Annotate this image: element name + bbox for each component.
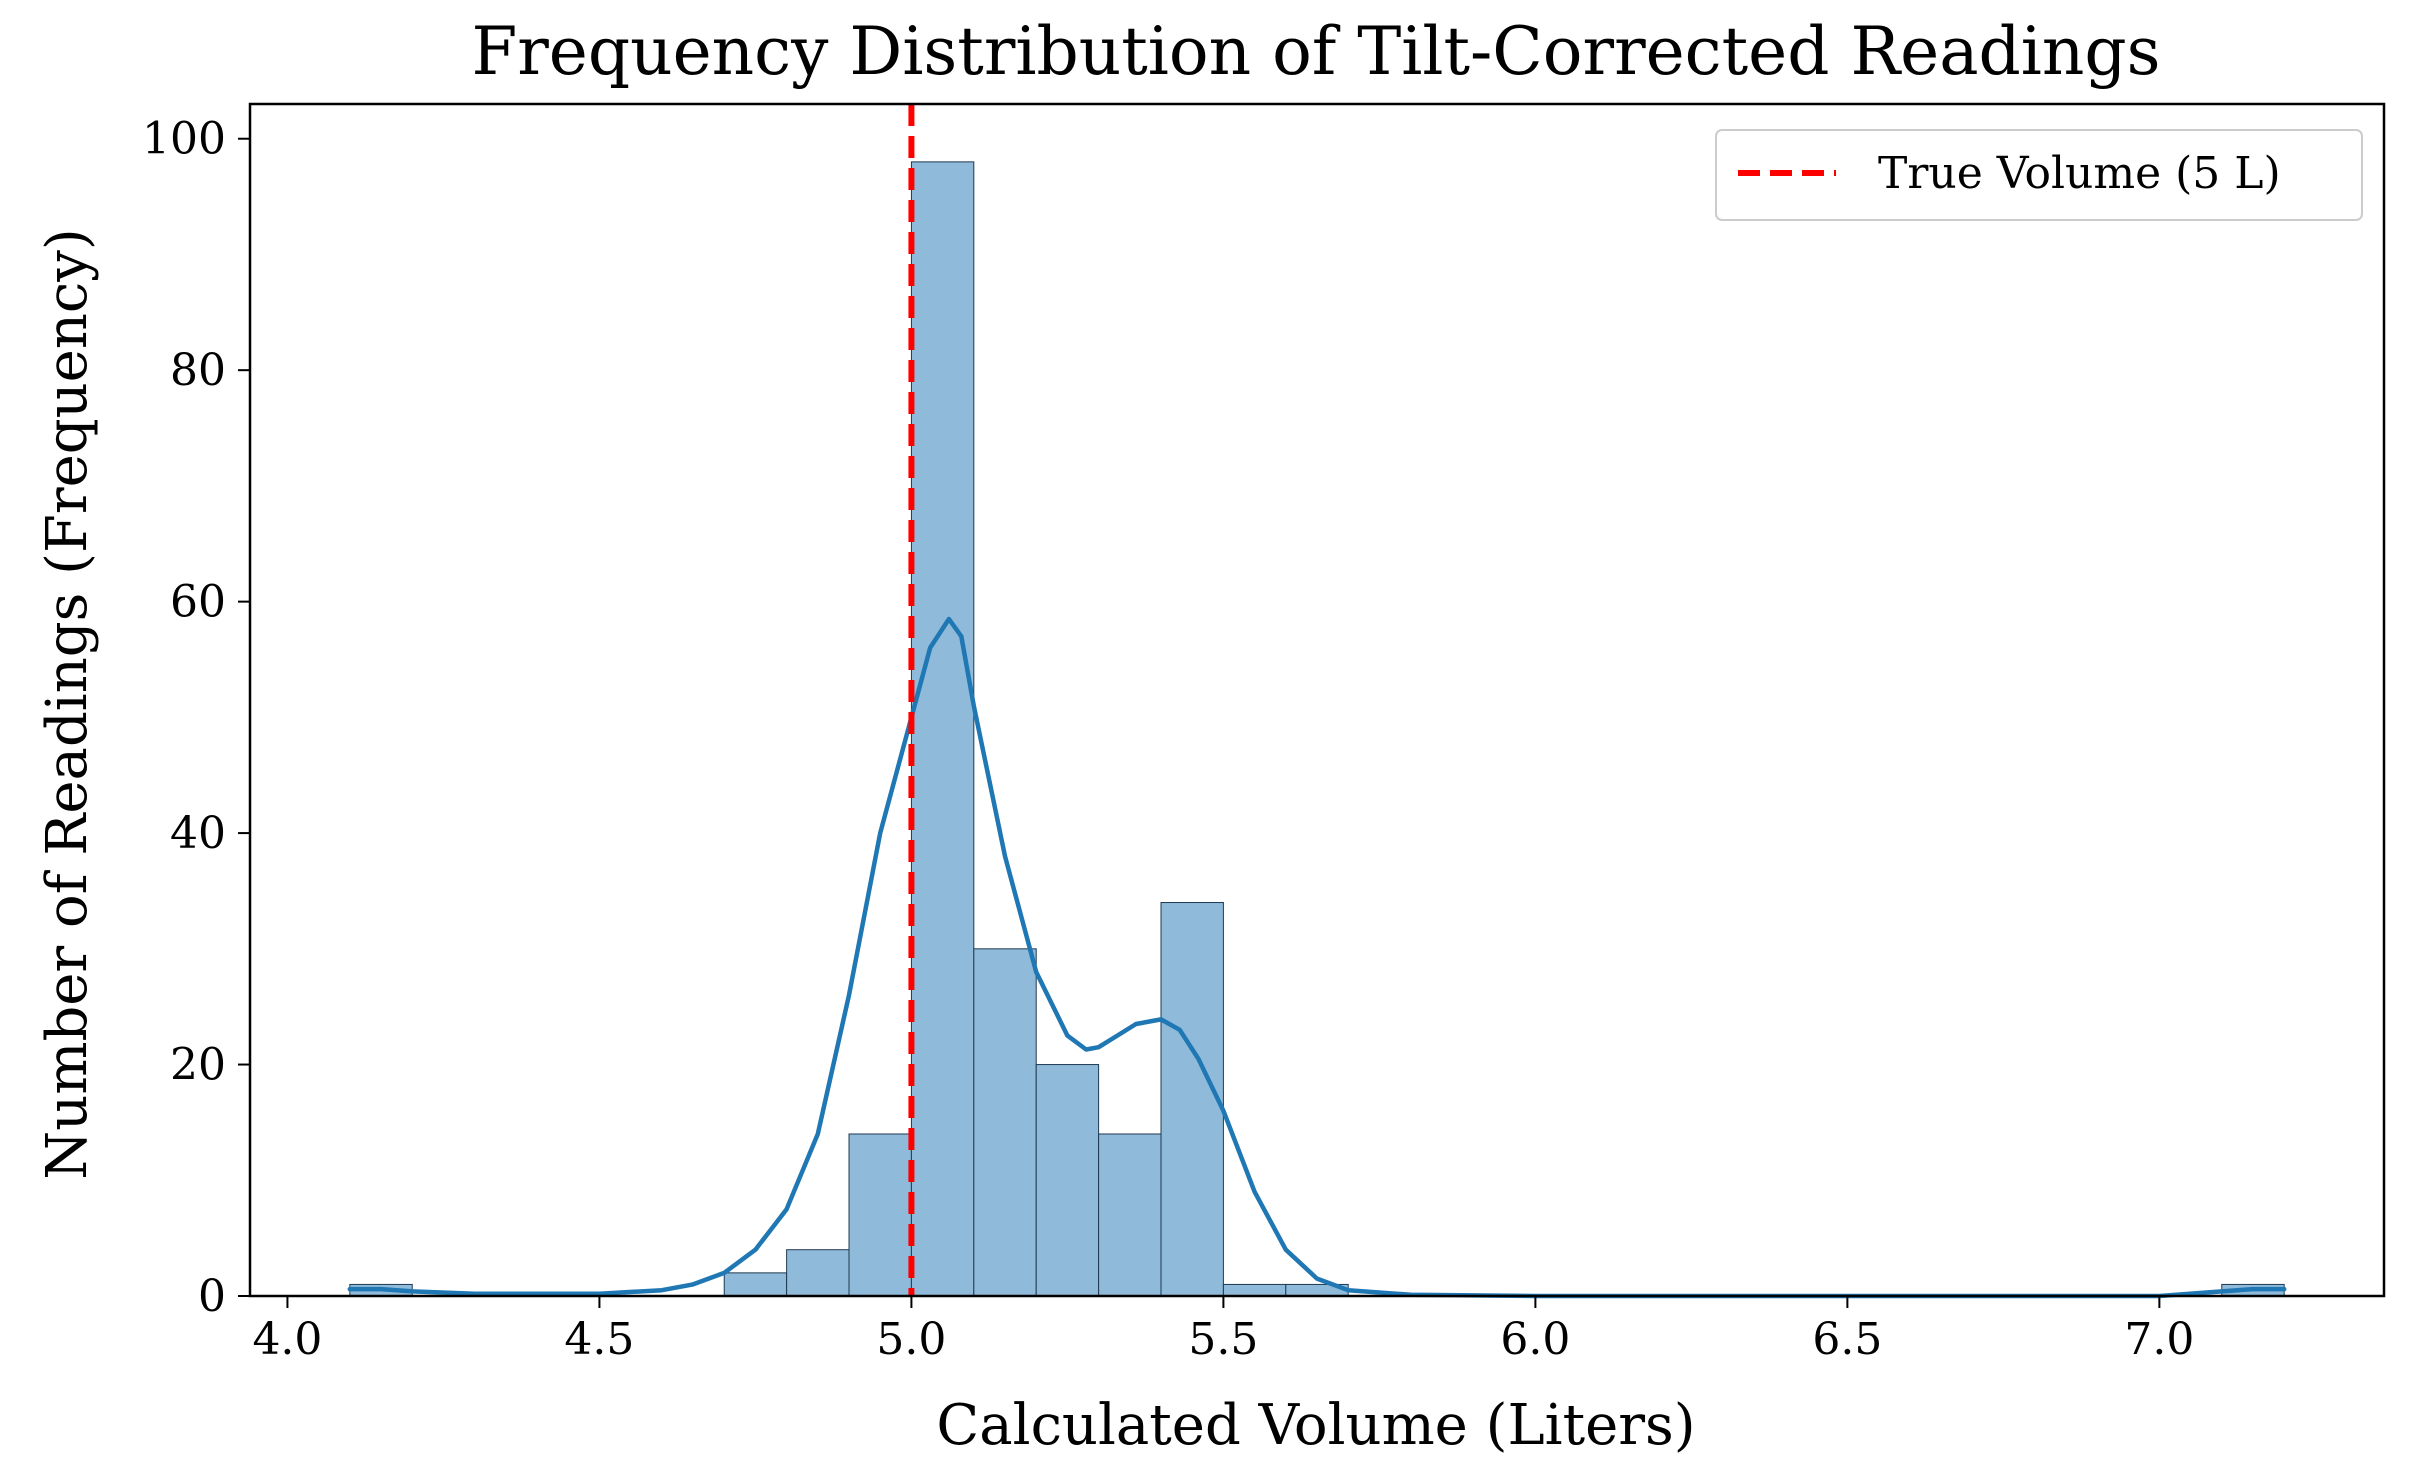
kde-curve-group — [347, 616, 2287, 1299]
x-tick-label: 4.0 — [252, 1314, 322, 1365]
histogram-bar — [1098, 1133, 1162, 1297]
x-axis-ticks: 4.0 4.5 5.0 5.5 6.0 6.5 7.0 — [252, 1296, 2194, 1365]
y-tick-label: 80 — [170, 345, 226, 396]
legend-label-reference-line: True Volume (5 L) — [1878, 148, 2281, 199]
y-tick-label: 60 — [170, 577, 226, 628]
x-tick-label: 5.0 — [876, 1314, 946, 1365]
y-tick-label: 100 — [142, 114, 226, 165]
y-axis-label: Number of Readings (Frequency) — [35, 228, 100, 1179]
x-tick-label: 5.5 — [1188, 1314, 1258, 1365]
histogram-bar — [910, 161, 975, 1297]
y-tick-label: 40 — [170, 808, 226, 859]
x-tick-label: 6.0 — [1500, 1314, 1570, 1365]
x-tick-label: 6.5 — [1812, 1314, 1882, 1365]
y-tick-label: 0 — [198, 1271, 226, 1322]
x-axis-label: Calculated Volume (Liters) — [936, 1393, 1695, 1458]
histogram-bar — [1222, 1283, 1287, 1297]
histogram-bar — [786, 1249, 850, 1297]
chart-title: Frequency Distribution of Tilt-Corrected… — [471, 13, 2160, 90]
histogram-bar — [848, 1133, 912, 1297]
histogram-bar — [1035, 1064, 1100, 1297]
histogram-bar — [973, 948, 1037, 1297]
kde-curve — [347, 616, 2287, 1299]
x-tick-label: 4.5 — [564, 1314, 634, 1365]
histogram-bar — [723, 1272, 788, 1297]
histogram-bar — [1160, 902, 1224, 1297]
legend-box — [1715, 129, 2363, 221]
y-tick-label: 20 — [170, 1040, 226, 1091]
legend: True Volume (5 L) — [1715, 129, 2363, 221]
plot-frame — [248, 102, 2386, 1298]
y-axis-ticks: 0 20 40 60 80 100 — [142, 114, 250, 1322]
x-tick-label: 7.0 — [2124, 1314, 2194, 1365]
histogram-bars — [349, 161, 2285, 1297]
